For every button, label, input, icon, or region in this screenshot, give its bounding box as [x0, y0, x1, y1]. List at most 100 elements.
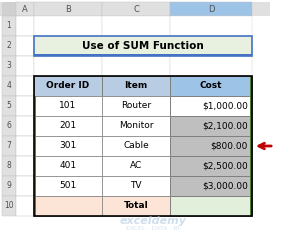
Bar: [170, 156, 252, 176]
Bar: [16, 36, 34, 56]
Bar: [34, 16, 102, 36]
Bar: [16, 176, 34, 196]
Text: 4: 4: [7, 82, 11, 90]
Bar: [34, 76, 102, 96]
Bar: [16, 76, 34, 96]
Bar: [34, 136, 36, 156]
Bar: [170, 16, 252, 36]
Bar: [102, 76, 170, 96]
Text: Router: Router: [121, 102, 151, 110]
Text: 401: 401: [59, 161, 76, 171]
Bar: [2, 156, 16, 176]
Text: 2: 2: [7, 42, 11, 51]
Bar: [16, 196, 34, 216]
Bar: [34, 176, 36, 196]
Text: AC: AC: [130, 161, 142, 171]
Bar: [102, 56, 170, 76]
Bar: [16, 116, 34, 136]
Bar: [34, 196, 36, 216]
Text: 1: 1: [7, 21, 11, 31]
Text: 501: 501: [59, 181, 76, 191]
Text: Total: Total: [124, 201, 148, 211]
Text: A: A: [22, 4, 28, 13]
Text: $3,000.00: $3,000.00: [202, 181, 248, 191]
Bar: [2, 136, 16, 156]
Bar: [16, 2, 34, 16]
Bar: [34, 196, 102, 216]
Text: Item: Item: [124, 82, 148, 90]
Bar: [2, 116, 16, 136]
Text: D: D: [208, 4, 214, 13]
Bar: [170, 196, 252, 216]
Text: $2,500.00: $2,500.00: [202, 161, 248, 171]
Bar: [34, 56, 102, 76]
Bar: [34, 116, 102, 136]
Bar: [16, 56, 34, 76]
Text: 5: 5: [7, 102, 11, 110]
Bar: [16, 16, 34, 36]
Bar: [34, 96, 102, 116]
Text: 3: 3: [7, 62, 11, 70]
Text: EXCEL · DATA · BI: EXCEL · DATA · BI: [126, 226, 180, 231]
Text: 7: 7: [7, 141, 11, 150]
Bar: [2, 176, 16, 196]
Text: Order ID: Order ID: [46, 82, 90, 90]
Text: TV: TV: [130, 181, 142, 191]
Bar: [250, 116, 252, 136]
Bar: [102, 176, 170, 196]
Bar: [34, 136, 102, 156]
Text: 301: 301: [59, 141, 76, 150]
Bar: [2, 96, 16, 116]
Bar: [170, 2, 252, 16]
Bar: [16, 136, 34, 156]
Bar: [2, 56, 16, 76]
Bar: [102, 2, 170, 16]
Bar: [34, 36, 252, 56]
Bar: [102, 116, 170, 136]
Bar: [170, 176, 252, 196]
Text: 9: 9: [7, 181, 11, 191]
Text: B: B: [65, 4, 71, 13]
Text: C: C: [133, 4, 139, 13]
Text: Use of SUM Function: Use of SUM Function: [82, 41, 204, 51]
Text: Cost: Cost: [200, 82, 222, 90]
Bar: [170, 96, 252, 116]
Bar: [250, 76, 252, 96]
Bar: [2, 36, 16, 56]
Bar: [16, 156, 34, 176]
Bar: [170, 76, 252, 96]
Bar: [170, 136, 252, 156]
Bar: [34, 2, 102, 16]
Text: $1,000.00: $1,000.00: [202, 102, 248, 110]
Bar: [16, 96, 34, 116]
Bar: [170, 116, 252, 136]
Bar: [250, 176, 252, 196]
Bar: [34, 96, 36, 116]
Bar: [102, 136, 170, 156]
Text: $2,100.00: $2,100.00: [202, 121, 248, 130]
Text: Monitor: Monitor: [119, 121, 153, 130]
Bar: [250, 196, 252, 216]
Bar: [102, 196, 170, 216]
Text: 201: 201: [59, 121, 76, 130]
Text: exceldemy: exceldemy: [119, 216, 187, 227]
Text: $800.00: $800.00: [211, 141, 248, 150]
Bar: [34, 156, 102, 176]
Bar: [34, 76, 252, 216]
Text: 8: 8: [7, 161, 11, 171]
Text: 10: 10: [4, 201, 14, 211]
Bar: [102, 16, 170, 36]
Bar: [250, 96, 252, 116]
Bar: [102, 156, 170, 176]
Text: 6: 6: [7, 121, 11, 130]
Bar: [34, 54, 252, 56]
Bar: [102, 96, 170, 116]
Text: 101: 101: [59, 102, 76, 110]
Bar: [2, 76, 16, 96]
Bar: [34, 156, 36, 176]
Bar: [2, 16, 16, 36]
Bar: [0, 2, 270, 16]
Text: Cable: Cable: [123, 141, 149, 150]
Bar: [250, 156, 252, 176]
Bar: [2, 196, 16, 216]
